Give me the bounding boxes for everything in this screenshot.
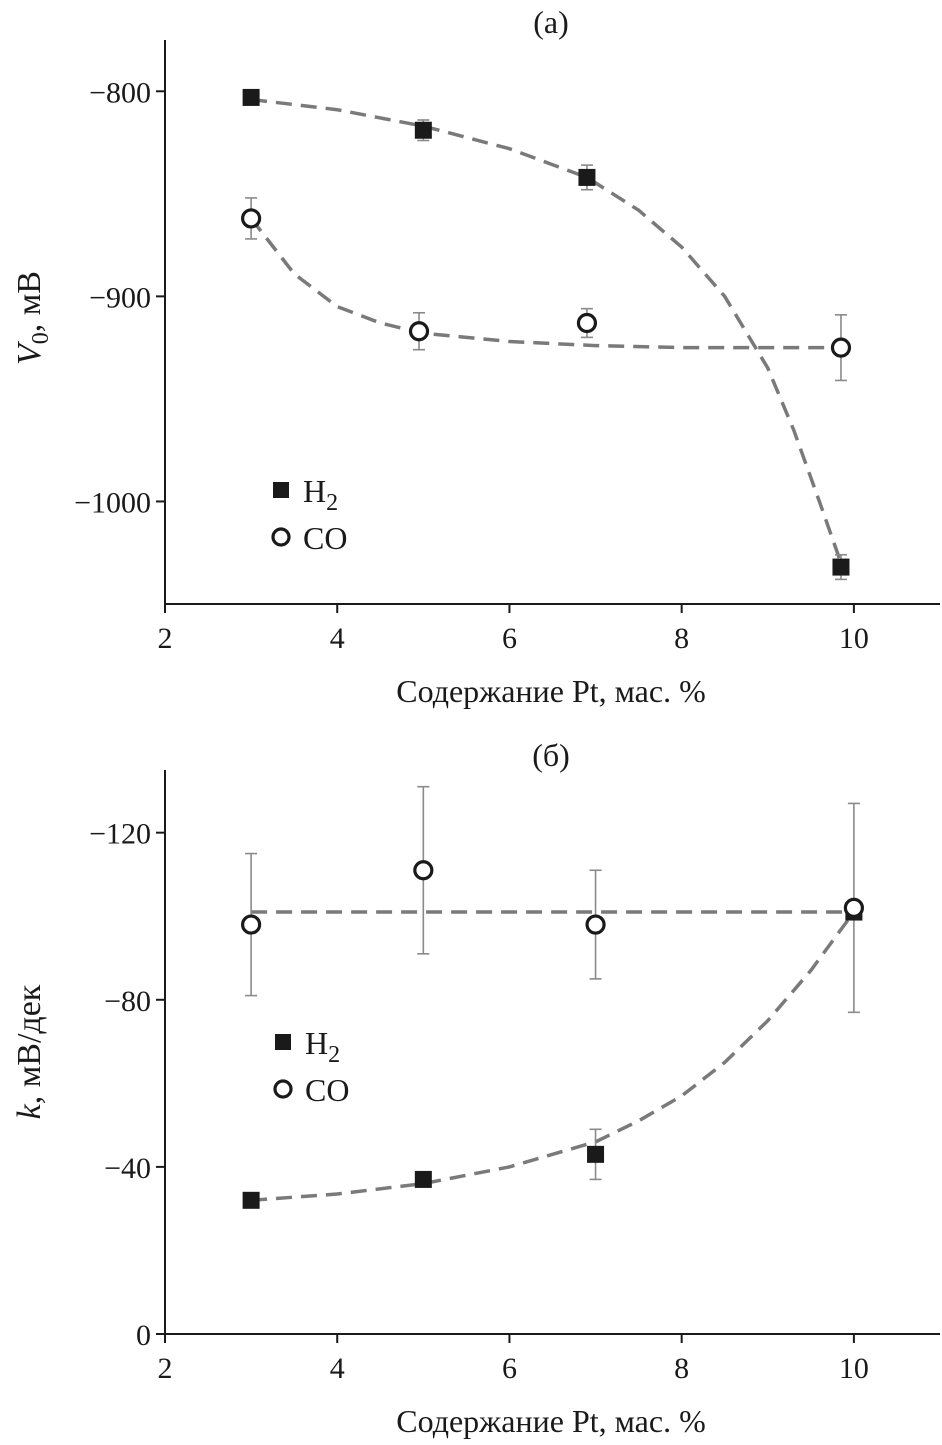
panel-a-x-tick-label: 10 <box>839 622 869 655</box>
panel-b-plot-area: 2 4 6 8 10 −120 −80 −40 0 <box>89 770 940 1385</box>
panel-a-co-point <box>830 337 852 358</box>
panel-b-legend-h2-label-main: H <box>305 1025 328 1061</box>
panel-a-co-fit-line <box>249 217 841 350</box>
panel-b-h2-point <box>587 1145 605 1163</box>
panel-a-h2-point <box>832 558 850 576</box>
panel-a-legend-co-marker <box>271 527 291 547</box>
panel-b-x-tick-label: 4 <box>330 1352 345 1385</box>
panel-a-co-point <box>241 208 262 229</box>
panel-b-y-tick-label: −40 <box>104 1152 151 1185</box>
panel-a-x-tick-label: 8 <box>674 622 689 655</box>
panel-a-x-tick-label: 2 <box>158 622 173 655</box>
panel-b-legend-co-marker <box>273 1079 293 1099</box>
panel-a-y-tick-label: −800 <box>89 76 151 109</box>
panel-a-legend-co-label-main: CO <box>303 520 347 556</box>
panel-a-y-tick-label: −900 <box>89 281 151 314</box>
panel-a-h2-fit-line <box>250 97 843 564</box>
panel-a-legend-h2-marker <box>273 482 289 498</box>
panel-a-plot-area: 2 4 6 8 10 −800 −900 −1000 <box>74 40 940 655</box>
panel-a: (а) Содержание Pt, мас. % V0, мВ 2 4 6 8 10 −… <box>11 4 940 709</box>
panel-b-title: (б) <box>532 737 570 773</box>
panel-b-x-axis-label: Содержание Pt, мас. % <box>396 1403 705 1439</box>
panel-b-y-axis-symbol: k <box>11 1103 48 1119</box>
panel-b-y-axis-unit: , мВ/дек <box>11 984 48 1104</box>
panel-a-h2-point <box>414 121 432 139</box>
panel-b-legend: H2 CO <box>273 1025 349 1108</box>
panel-a-x-tick-label: 6 <box>502 622 517 655</box>
panel-a-h2-point <box>242 88 260 106</box>
panel-b-x-tick-label: 2 <box>158 1352 173 1385</box>
panel-b-co-point <box>413 860 434 881</box>
panel-a-x-tick-label: 4 <box>330 622 345 655</box>
panel-a-legend: H2 CO <box>271 473 347 556</box>
panel-a-co-point <box>576 312 598 334</box>
panel-a-title: (а) <box>533 4 569 40</box>
panel-b-x-tick-label: 6 <box>502 1352 517 1385</box>
panel-b-legend-h2-label-subscript: 2 <box>328 1042 340 1068</box>
panel-a-y-axis-label: V0, мВ <box>11 271 54 365</box>
panel-b-x-tick-label: 10 <box>839 1352 869 1385</box>
panel-a-legend-co-label: CO <box>303 520 347 556</box>
panel-b-legend-h2-marker <box>275 1034 291 1050</box>
panel-a-y-tick-label: −1000 <box>74 486 151 519</box>
panel-a-legend-h2-label-subscript: 2 <box>326 490 338 516</box>
panel-b-y-tick-label: 0 <box>136 1319 151 1352</box>
panel-b-h2-point <box>242 1191 260 1209</box>
panel-b-legend-co-label: CO <box>305 1072 349 1108</box>
panel-a-x-axis-label: Содержание Pt, мас. % <box>396 673 705 709</box>
panel-b-legend-h2-label: H2 <box>305 1025 340 1068</box>
panel-b-co-point <box>585 914 606 935</box>
panel-b-y-tick-label: −120 <box>89 818 151 851</box>
panel-b-y-tick-label: −80 <box>104 985 151 1018</box>
panel-b-legend-co-label-main: CO <box>305 1072 349 1108</box>
panel-b-h2-point <box>414 1170 432 1188</box>
panel-b-x-tick-label: 8 <box>674 1352 689 1385</box>
panel-b: (б) Содержание Pt, мас. % k, мВ/дек 2 4 6 8… <box>11 737 940 1439</box>
panel-a-h2-point <box>578 168 596 186</box>
panel-a-y-axis-unit: , мВ <box>11 271 48 332</box>
panel-a-y-axis-subscript: 0 <box>28 332 54 344</box>
panel-a-legend-h2-label: H2 <box>303 473 338 516</box>
panel-b-h2-fit-line <box>250 910 856 1203</box>
panel-b-co-point <box>843 897 864 918</box>
panel-b-y-axis-label: k, мВ/дек <box>11 984 48 1119</box>
panel-a-co-point <box>408 321 430 342</box>
panel-a-legend-h2-label-main: H <box>303 473 326 509</box>
panel-b-co-point <box>241 914 262 935</box>
